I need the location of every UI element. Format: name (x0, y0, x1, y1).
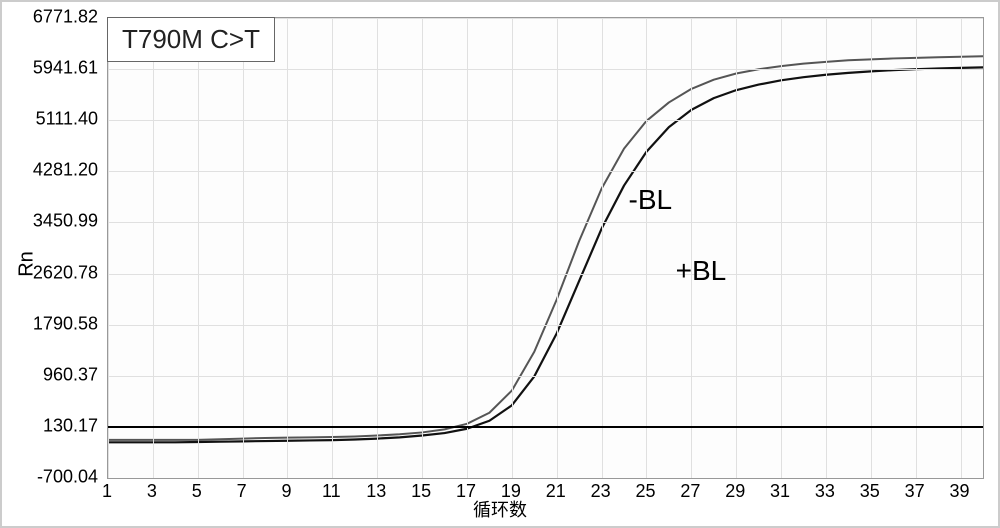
gridline-v (781, 18, 782, 478)
gridline-v (691, 18, 692, 478)
x-tick-label: 11 (322, 481, 341, 502)
x-tick-label: 7 (237, 481, 247, 502)
y-axis-ticks: -700.04130.17960.371790.582620.783450.99… (2, 17, 104, 477)
gridline-h (108, 222, 983, 223)
gridline-v (736, 18, 737, 478)
annotation: -BL (629, 184, 673, 216)
x-tick-label: 25 (635, 481, 655, 502)
y-tick-label: 1790.58 (33, 313, 98, 334)
y-tick-label: 960.37 (43, 364, 98, 385)
gridline-v (377, 18, 378, 478)
x-tick-label: 21 (546, 481, 566, 502)
gridline-v (108, 18, 109, 478)
gridline-v (916, 18, 917, 478)
gridline-h (108, 171, 983, 172)
x-tick-label: 27 (680, 481, 700, 502)
threshold-line (108, 426, 983, 428)
gridline-h (108, 376, 983, 377)
gridline-v (287, 18, 288, 478)
x-tick-label: 39 (950, 481, 970, 502)
gridline-v (332, 18, 333, 478)
x-tick-label: 35 (860, 481, 880, 502)
gridline-v (422, 18, 423, 478)
gridline-v (557, 18, 558, 478)
x-tick-label: 5 (192, 481, 202, 502)
curves-layer (108, 18, 983, 478)
chart-title: T790M C>T (107, 17, 275, 62)
gridline-v (871, 18, 872, 478)
gridline-v (153, 18, 154, 478)
x-tick-label: 3 (147, 481, 157, 502)
gridline-h (108, 120, 983, 121)
series-minus-BL (108, 56, 983, 440)
x-tick-label: 23 (591, 481, 611, 502)
y-tick-label: -700.04 (37, 467, 98, 488)
gridline-v (467, 18, 468, 478)
gridline-v (512, 18, 513, 478)
x-axis-ticks: 13579111315171921232527293133353739 (107, 479, 982, 507)
x-tick-label: 17 (456, 481, 476, 502)
x-tick-label: 13 (366, 481, 386, 502)
gridline-h (108, 325, 983, 326)
x-tick-label: 15 (411, 481, 431, 502)
x-tick-label: 33 (815, 481, 835, 502)
annotation: +BL (676, 255, 727, 287)
gridline-v (198, 18, 199, 478)
chart-container: T790M C>T Rn 循环数 -700.04130.17960.371790… (0, 0, 1000, 528)
y-tick-label: 3450.99 (33, 211, 98, 232)
y-tick-label: 5941.61 (33, 58, 98, 79)
y-tick-label: 4281.20 (33, 160, 98, 181)
x-tick-label: 19 (501, 481, 521, 502)
plot-area: -BL +BL (107, 17, 984, 479)
y-tick-label: 6771.82 (33, 7, 98, 28)
gridline-h (108, 274, 983, 275)
gridline-h (108, 69, 983, 70)
y-tick-label: 130.17 (43, 415, 98, 436)
x-tick-label: 1 (102, 481, 112, 502)
gridline-v (961, 18, 962, 478)
y-tick-label: 2620.78 (33, 262, 98, 283)
x-tick-label: 37 (905, 481, 925, 502)
x-tick-label: 31 (770, 481, 790, 502)
series-plus-BL (108, 67, 983, 442)
gridline-v (243, 18, 244, 478)
gridline-v (826, 18, 827, 478)
gridline-h (108, 478, 983, 479)
gridline-v (646, 18, 647, 478)
gridline-v (602, 18, 603, 478)
x-tick-label: 9 (281, 481, 291, 502)
x-tick-label: 29 (725, 481, 745, 502)
y-tick-label: 5111.40 (36, 109, 98, 130)
